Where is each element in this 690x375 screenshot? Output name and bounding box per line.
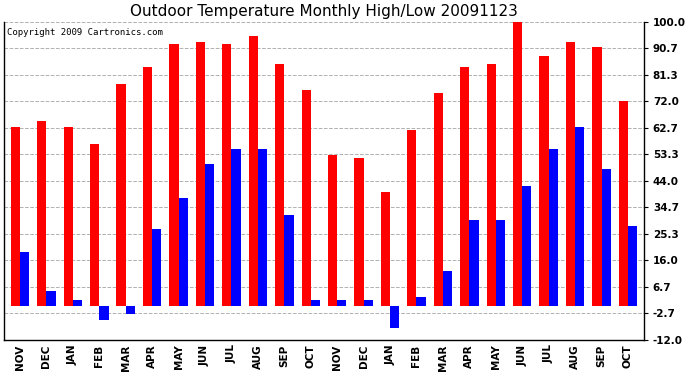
Bar: [37, 121, 46, 306]
Bar: [328, 155, 337, 306]
Bar: [549, 150, 558, 306]
Bar: [284, 215, 293, 306]
Bar: [337, 300, 346, 306]
Bar: [20, 252, 29, 306]
Bar: [126, 306, 135, 314]
Bar: [486, 64, 496, 306]
Bar: [179, 198, 188, 306]
Bar: [63, 127, 73, 306]
Bar: [434, 93, 443, 306]
Bar: [143, 67, 152, 306]
Bar: [248, 36, 258, 306]
Bar: [619, 101, 628, 306]
Text: Copyright 2009 Cartronics.com: Copyright 2009 Cartronics.com: [8, 28, 164, 37]
Bar: [575, 127, 584, 306]
Bar: [566, 42, 575, 306]
Bar: [90, 144, 99, 306]
Bar: [469, 220, 479, 306]
Bar: [592, 47, 602, 306]
Bar: [417, 297, 426, 306]
Bar: [496, 220, 505, 306]
Bar: [196, 42, 205, 306]
Bar: [275, 64, 284, 306]
Bar: [390, 306, 400, 328]
Title: Outdoor Temperature Monthly High/Low 20091123: Outdoor Temperature Monthly High/Low 200…: [130, 4, 518, 19]
Bar: [258, 150, 267, 306]
Bar: [302, 90, 310, 306]
Bar: [205, 164, 215, 306]
Bar: [407, 130, 417, 306]
Bar: [231, 150, 241, 306]
Bar: [460, 67, 469, 306]
Bar: [628, 226, 637, 306]
Bar: [169, 44, 179, 306]
Bar: [73, 300, 82, 306]
Bar: [152, 229, 161, 306]
Bar: [99, 306, 108, 320]
Bar: [310, 300, 320, 306]
Bar: [602, 169, 611, 306]
Bar: [11, 127, 20, 306]
Bar: [355, 158, 364, 306]
Bar: [381, 192, 390, 306]
Bar: [46, 291, 56, 306]
Bar: [117, 84, 126, 306]
Bar: [364, 300, 373, 306]
Bar: [513, 22, 522, 306]
Bar: [222, 44, 231, 306]
Bar: [443, 272, 452, 306]
Bar: [540, 56, 549, 306]
Bar: [522, 186, 531, 306]
